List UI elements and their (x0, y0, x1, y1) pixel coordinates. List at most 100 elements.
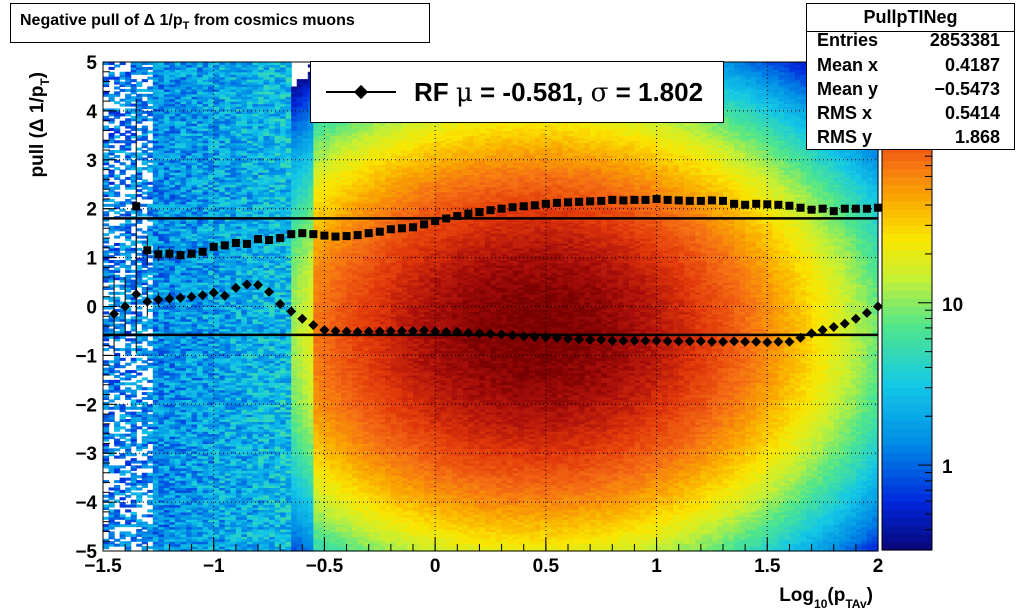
data-point (797, 204, 805, 212)
data-point (708, 196, 716, 204)
data-point (420, 220, 428, 228)
stats-title: PullpTINeg (807, 7, 1014, 28)
data-point (553, 199, 561, 207)
legend: RF μ = -0.581, σ = 1.802 (310, 61, 724, 123)
data-point (586, 197, 594, 205)
data-point (398, 224, 406, 232)
data-point (332, 233, 340, 241)
data-point (509, 203, 517, 211)
data-point (487, 206, 495, 214)
data-point (143, 246, 151, 254)
y-tick-label: −2 (75, 395, 97, 416)
x-tick-label: −1 (203, 556, 225, 577)
data-point (376, 228, 384, 236)
data-point (199, 248, 207, 256)
stats-box: PullpTINeg Entries 2853381 Mean x 0.4187 M… (806, 3, 1015, 150)
data-point (387, 225, 395, 233)
y-axis-label: pull (Δ 1/pT) (27, 72, 52, 177)
data-point (863, 205, 871, 213)
data-point (520, 202, 528, 210)
data-point (619, 196, 627, 204)
data-point (785, 202, 793, 210)
data-point (320, 232, 328, 240)
stats-row-rms-x: RMS x 0.5414 (817, 103, 1000, 127)
palette-tick-label: 10 (942, 295, 963, 316)
data-point (177, 251, 185, 259)
data-point (498, 205, 506, 213)
data-point (630, 196, 638, 204)
data-point (210, 243, 218, 251)
data-point (852, 205, 860, 213)
y-tick-label: −1 (75, 346, 97, 367)
y-tick-label: 0 (86, 298, 97, 319)
data-point (808, 206, 816, 214)
y-tick-label: −4 (75, 493, 97, 514)
data-point (542, 200, 550, 208)
data-point (719, 197, 727, 205)
data-point (188, 250, 196, 258)
data-point (475, 208, 483, 216)
data-point (442, 214, 450, 222)
data-point (763, 200, 771, 208)
data-point (575, 198, 583, 206)
y-tick-label: 5 (86, 53, 97, 74)
data-point (774, 201, 782, 209)
data-point (254, 235, 262, 243)
data-point (232, 239, 240, 247)
data-point (675, 196, 683, 204)
data-point (697, 197, 705, 205)
data-point (686, 197, 694, 205)
y-tick-label: 3 (86, 151, 97, 172)
data-point (243, 240, 251, 248)
x-axis-label: Log10(pTAv) (779, 585, 873, 611)
data-point (276, 234, 284, 242)
data-point (298, 229, 306, 237)
data-point (165, 250, 173, 258)
data-point (431, 217, 439, 225)
data-point (287, 230, 295, 238)
stats-row-rms-y: RMS y 1.868 (817, 127, 1000, 151)
y-tick-label: −5 (75, 542, 97, 563)
x-tick-label: −0.5 (306, 556, 344, 577)
x-tick-label: 1 (651, 556, 662, 577)
x-tick-label: 2 (873, 556, 884, 577)
x-tick-label: 0 (430, 556, 441, 577)
data-point (132, 202, 140, 210)
data-point (154, 250, 162, 258)
data-point (830, 207, 838, 215)
data-point (653, 195, 661, 203)
y-tick-label: 4 (86, 102, 97, 123)
legend-marker-diamond (354, 85, 368, 99)
x-tick-label: 0.5 (533, 556, 560, 577)
chart-title: Negative pull of Δ 1/pT from cosmics muo… (20, 12, 355, 32)
stats-row-entries: Entries 2853381 (817, 30, 1000, 54)
data-point (741, 201, 749, 209)
y-tick-label: −3 (75, 444, 97, 465)
data-point (464, 210, 472, 218)
data-point (730, 200, 738, 208)
data-point (564, 198, 572, 206)
y-tick-label: 1 (86, 249, 97, 270)
stats-row-mean-x: Mean x 0.4187 (817, 55, 1000, 79)
palette-tick-label: 1 (942, 457, 953, 478)
data-point (365, 229, 373, 237)
data-point (642, 196, 650, 204)
data-point (354, 231, 362, 239)
data-point (409, 223, 417, 231)
data-point (265, 236, 273, 244)
data-point (309, 230, 317, 238)
data-point (819, 205, 827, 213)
legend-entry: RF μ = -0.581, σ = 1.802 (414, 77, 703, 108)
data-point (343, 232, 351, 240)
data-point (752, 200, 760, 208)
data-point (664, 196, 672, 204)
y-tick-label: 2 (86, 200, 97, 221)
data-point (597, 197, 605, 205)
data-point (841, 205, 849, 213)
data-point (531, 201, 539, 209)
chart-title-box: Negative pull of Δ 1/pT from cosmics muo… (10, 3, 430, 43)
data-point (608, 196, 616, 204)
data-point (453, 212, 461, 220)
x-tick-label: 1.5 (754, 556, 781, 577)
data-point (221, 241, 229, 249)
